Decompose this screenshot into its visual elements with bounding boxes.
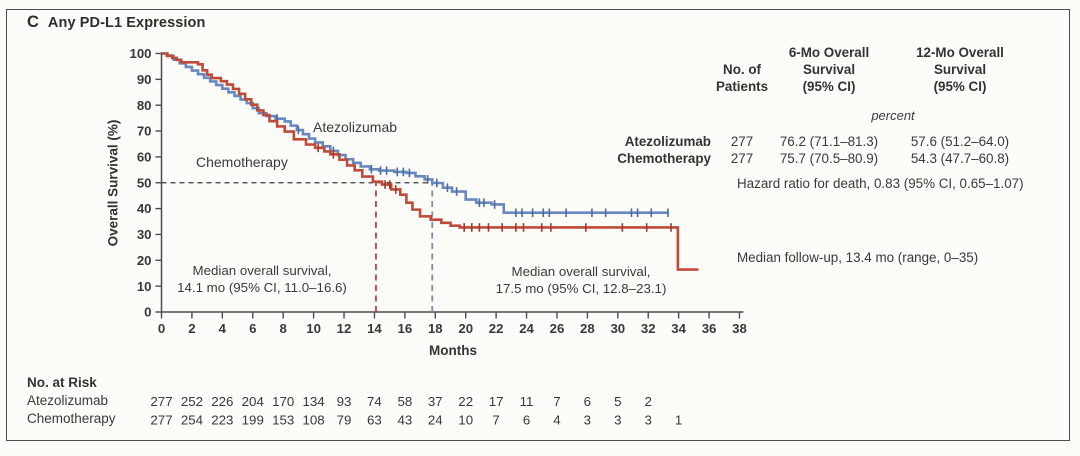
svg-text:100: 100: [129, 46, 151, 61]
svg-text:8: 8: [280, 321, 287, 336]
svg-text:2: 2: [645, 394, 652, 409]
svg-text:153: 153: [272, 413, 294, 428]
header-12mo-survival: 12-Mo Overall Survival (95% CI): [916, 45, 1004, 94]
svg-text:6: 6: [584, 394, 591, 409]
svg-text:2: 2: [188, 321, 195, 336]
svg-text:4: 4: [553, 413, 560, 428]
summary-table: No. of Patients 6-Mo Overall Survival (9…: [604, 42, 1044, 95]
summary-table-header: No. of Patients 6-Mo Overall Survival (9…: [604, 42, 1044, 95]
svg-text:14: 14: [367, 321, 382, 336]
svg-text:3: 3: [645, 413, 652, 428]
svg-text:32: 32: [641, 321, 656, 336]
svg-text:10: 10: [306, 321, 321, 336]
svg-text:80: 80: [137, 98, 152, 113]
svg-text:226: 226: [211, 394, 233, 409]
svg-text:43: 43: [397, 413, 412, 428]
risk-table-title: No. at Risk: [27, 375, 97, 390]
svg-text:7: 7: [492, 413, 499, 428]
summary-row-atezolizumab: Atezolizumab 277 76.2 (71.1–81.3) 57.6 (…: [624, 134, 1010, 149]
svg-text:254: 254: [181, 413, 203, 428]
panel-border: [6, 9, 1070, 441]
svg-text:74: 74: [367, 394, 382, 409]
svg-text:277: 277: [150, 413, 172, 428]
svg-text:277: 277: [150, 394, 172, 409]
x-axis-label: Months: [429, 343, 477, 358]
median-followup-note: Median follow-up, 13.4 mo (range, 0–35): [737, 250, 979, 265]
svg-text:40: 40: [137, 201, 152, 216]
svg-text:28: 28: [580, 321, 595, 336]
svg-text:50: 50: [137, 175, 152, 190]
svg-text:24: 24: [519, 321, 534, 336]
svg-text:30: 30: [137, 227, 152, 242]
curve-label-chemotherapy: Chemotherapy: [196, 154, 288, 170]
risk-row-label-atezolizumab: Atezolizumab: [27, 393, 109, 408]
svg-text:79: 79: [337, 413, 352, 428]
svg-text:7: 7: [553, 394, 560, 409]
svg-text:204: 204: [242, 394, 264, 409]
svg-text:3: 3: [614, 413, 621, 428]
svg-text:17: 17: [489, 394, 504, 409]
svg-text:252: 252: [181, 394, 203, 409]
svg-text:0: 0: [144, 305, 151, 320]
svg-text:4: 4: [219, 321, 227, 336]
y-axis-label: Overall Survival (%): [105, 119, 121, 247]
svg-text:199: 199: [242, 413, 264, 428]
svg-text:11: 11: [520, 394, 534, 409]
svg-text:170: 170: [272, 394, 294, 409]
svg-text:18: 18: [428, 321, 443, 336]
svg-text:22: 22: [458, 394, 473, 409]
svg-text:223: 223: [211, 413, 233, 428]
svg-text:20: 20: [137, 253, 152, 268]
median-annotation-chemotherapy: Median overall survival, 14.1 mo (95% CI…: [177, 263, 347, 295]
svg-text:5: 5: [614, 394, 621, 409]
svg-text:3: 3: [584, 413, 591, 428]
header-6mo-survival: 6-Mo Overall Survival (95% CI): [788, 45, 870, 94]
panel-title: C Any PD-L1 Expression: [27, 13, 205, 32]
svg-text:6: 6: [523, 413, 530, 428]
svg-text:36: 36: [702, 321, 717, 336]
svg-text:93: 93: [337, 394, 352, 409]
svg-text:12: 12: [337, 321, 352, 336]
svg-text:6: 6: [249, 321, 256, 336]
median-annotation-atezolizumab: Median overall survival, 17.5 mo (95% CI…: [495, 264, 667, 296]
hazard-ratio-note: Hazard ratio for death, 0.83 (95% CI, 0.…: [737, 176, 1024, 191]
panel-title-text: Any PD-L1 Expression: [47, 15, 206, 31]
summary-row-chemotherapy: Chemotherapy 277 75.7 (70.5–80.9) 54.3 (…: [617, 151, 1010, 166]
svg-text:30: 30: [610, 321, 625, 336]
svg-text:63: 63: [367, 413, 382, 428]
curve-label-atezolizumab: Atezolizumab: [313, 119, 398, 135]
svg-text:26: 26: [550, 321, 565, 336]
panel-letter: C: [27, 13, 39, 31]
svg-text:20: 20: [458, 321, 473, 336]
svg-text:10: 10: [458, 413, 473, 428]
unit-note: percent: [871, 108, 915, 123]
header-no-of-patients: No. of Patients: [715, 62, 769, 94]
svg-text:70: 70: [137, 124, 152, 139]
svg-text:134: 134: [303, 394, 325, 409]
svg-text:38: 38: [732, 321, 747, 336]
svg-text:60: 60: [137, 150, 152, 165]
svg-text:0: 0: [158, 321, 165, 336]
svg-text:10: 10: [137, 279, 152, 294]
svg-text:16: 16: [398, 321, 413, 336]
svg-text:37: 37: [428, 394, 443, 409]
svg-text:90: 90: [137, 72, 152, 87]
svg-text:22: 22: [489, 321, 504, 336]
svg-text:24: 24: [428, 413, 443, 428]
svg-text:34: 34: [671, 321, 686, 336]
risk-row-label-chemotherapy: Chemotherapy: [27, 411, 116, 426]
svg-text:58: 58: [397, 394, 412, 409]
svg-text:108: 108: [303, 413, 325, 428]
svg-text:1: 1: [675, 413, 682, 428]
